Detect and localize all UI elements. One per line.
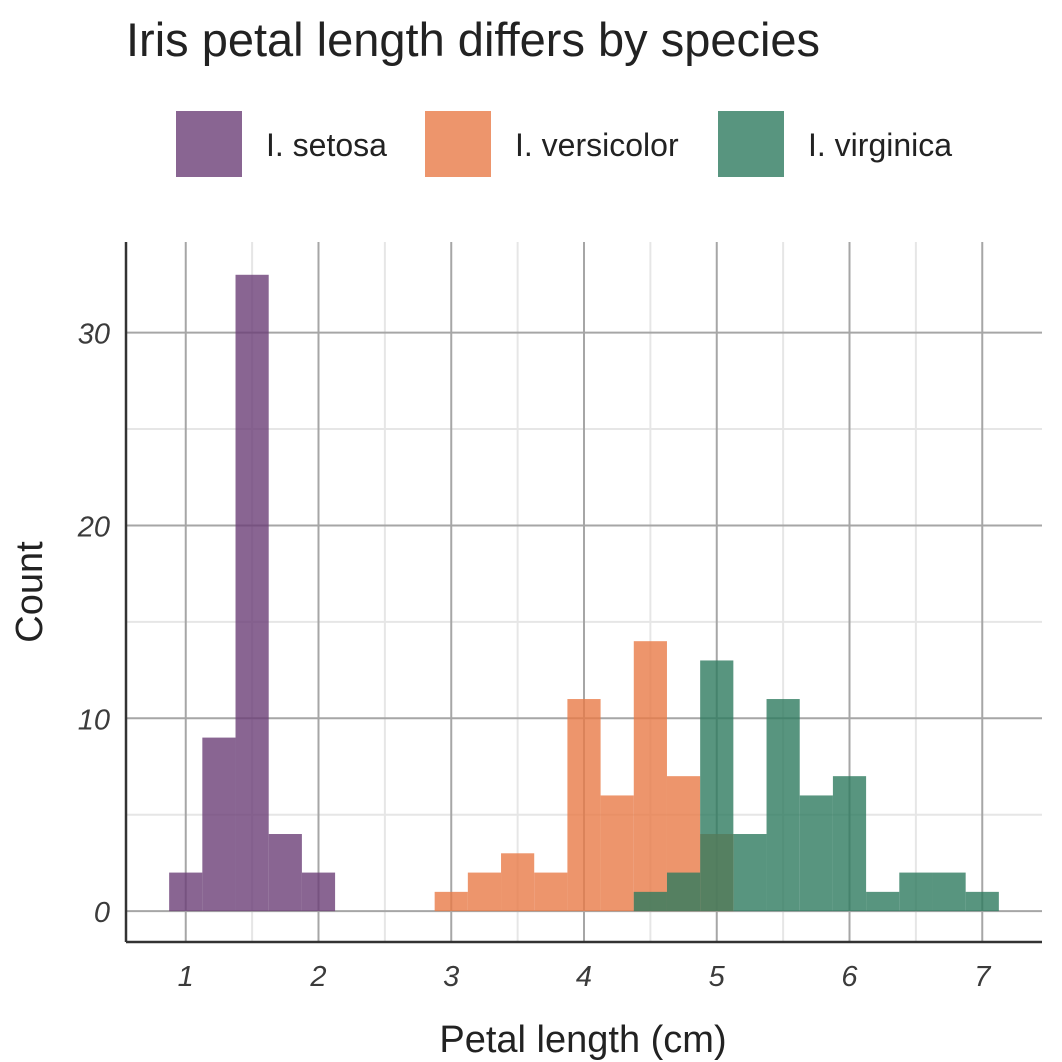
legend-swatch — [718, 111, 784, 177]
x-axis-title: Petal length (cm) — [439, 1019, 726, 1061]
y-tick-label: 0 — [94, 897, 110, 929]
histogram-bar — [633, 891, 667, 912]
histogram-bar — [666, 872, 701, 912]
histogram-bar — [235, 274, 269, 912]
histogram-bar — [202, 737, 236, 912]
series-1 — [169, 274, 336, 912]
histogram-bar — [932, 872, 966, 912]
histogram-bar — [899, 872, 933, 912]
histogram-bar — [866, 891, 900, 912]
gridlines — [126, 242, 1042, 942]
histogram-bar — [633, 641, 667, 912]
histogram-bar — [766, 699, 800, 912]
histogram-bar — [434, 891, 468, 912]
legend-item: I. virginica — [718, 111, 952, 177]
y-tick-label: 10 — [78, 704, 110, 736]
legend-item: I. versicolor — [425, 111, 679, 177]
legend-label: I. virginica — [808, 127, 952, 163]
axes — [124, 242, 1042, 944]
histogram-bar — [799, 795, 833, 912]
x-tick-label: 7 — [974, 961, 992, 993]
x-tick-label: 5 — [709, 961, 726, 993]
histogram-bar — [733, 834, 767, 912]
histogram-bar — [467, 872, 502, 912]
histogram-bar — [567, 699, 601, 912]
histogram-bar — [301, 872, 336, 912]
histogram-bar — [700, 660, 734, 912]
legend-item: I. setosa — [176, 111, 387, 177]
bars — [169, 274, 999, 912]
tick-labels: 1 2 3 4 5 6 7 0 10 20 30 — [77, 319, 992, 993]
histogram-bar — [534, 872, 568, 912]
histogram-bar — [965, 891, 999, 912]
histogram-bar — [268, 834, 302, 912]
legend-label: I. setosa — [266, 127, 387, 163]
histogram-bar — [501, 853, 535, 912]
legend: I. setosa I. versicolor I. virginica — [176, 111, 952, 177]
chart-title: Iris petal length differs by species — [126, 13, 821, 66]
series-3 — [633, 660, 999, 912]
x-tick-label: 4 — [576, 961, 592, 993]
series-2 — [434, 641, 734, 912]
y-tick-label: 20 — [77, 511, 110, 543]
histogram-bar — [832, 776, 867, 912]
x-tick-label: 3 — [443, 961, 459, 993]
x-tick-label: 1 — [178, 961, 194, 993]
histogram-bar — [600, 795, 634, 912]
legend-swatch — [176, 111, 242, 177]
y-tick-label: 30 — [78, 319, 110, 351]
histogram-bar — [169, 872, 203, 912]
legend-swatch — [425, 111, 491, 177]
x-tick-label: 6 — [841, 961, 858, 993]
legend-label: I. versicolor — [515, 127, 679, 163]
x-tick-label: 2 — [309, 961, 326, 993]
y-axis-title: Count — [9, 541, 51, 643]
